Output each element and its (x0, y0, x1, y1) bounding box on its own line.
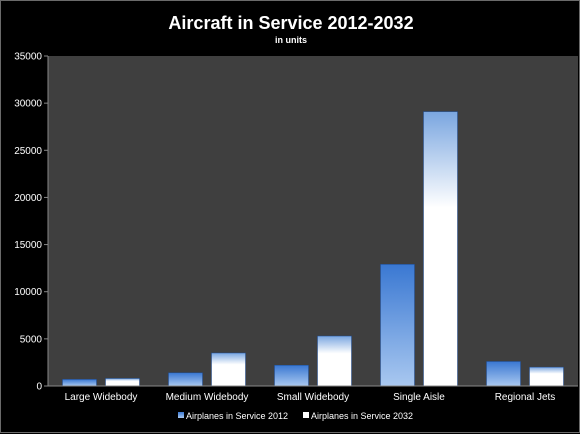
bar-2032 (211, 352, 246, 387)
y-tick-label: 30000 (14, 99, 42, 110)
bar-2012 (168, 372, 203, 387)
bar-2012 (380, 264, 415, 387)
bar-2032 (529, 366, 564, 387)
x-category-label: Single Aisle (393, 392, 445, 403)
y-tick-label: 35000 (14, 52, 42, 63)
x-category-label: Small Widebody (277, 392, 349, 403)
legend-swatch-2032 (303, 412, 309, 418)
y-tick-label: 25000 (14, 146, 42, 157)
legend-label-2032: Airplanes in Service 2032 (311, 411, 413, 421)
x-category-label: Medium Widebody (166, 392, 249, 403)
chart-subtitle: in units (275, 35, 307, 45)
bar-2032 (105, 378, 140, 387)
x-category-label: Large Widebody (65, 392, 138, 403)
legend: Airplanes in Service 2012 Airplanes in S… (178, 411, 413, 421)
bars-group (62, 111, 564, 387)
bar-2032 (317, 335, 352, 387)
y-tick-label: 20000 (14, 193, 42, 204)
chart-title: Aircraft in Service 2012-2032 (168, 13, 413, 33)
y-tick-label: 15000 (14, 240, 42, 251)
bar-2032 (423, 111, 458, 387)
y-axis: 0 5000 10000 15000 20000 25000 30000 35000 (14, 52, 49, 393)
legend-swatch-2012 (178, 412, 184, 418)
bar-2012 (274, 365, 309, 387)
x-category-label: Regional Jets (495, 392, 556, 403)
plot-area (48, 56, 578, 386)
y-tick-label: 0 (36, 382, 42, 393)
legend-label-2012: Airplanes in Service 2012 (186, 411, 288, 421)
x-axis: Large Widebody Medium Widebody Small Wideb… (48, 385, 578, 403)
y-tick-label: 10000 (14, 287, 42, 298)
bar-2012 (62, 379, 97, 387)
y-tick-label: 5000 (20, 334, 43, 345)
bar-2012 (486, 361, 521, 387)
